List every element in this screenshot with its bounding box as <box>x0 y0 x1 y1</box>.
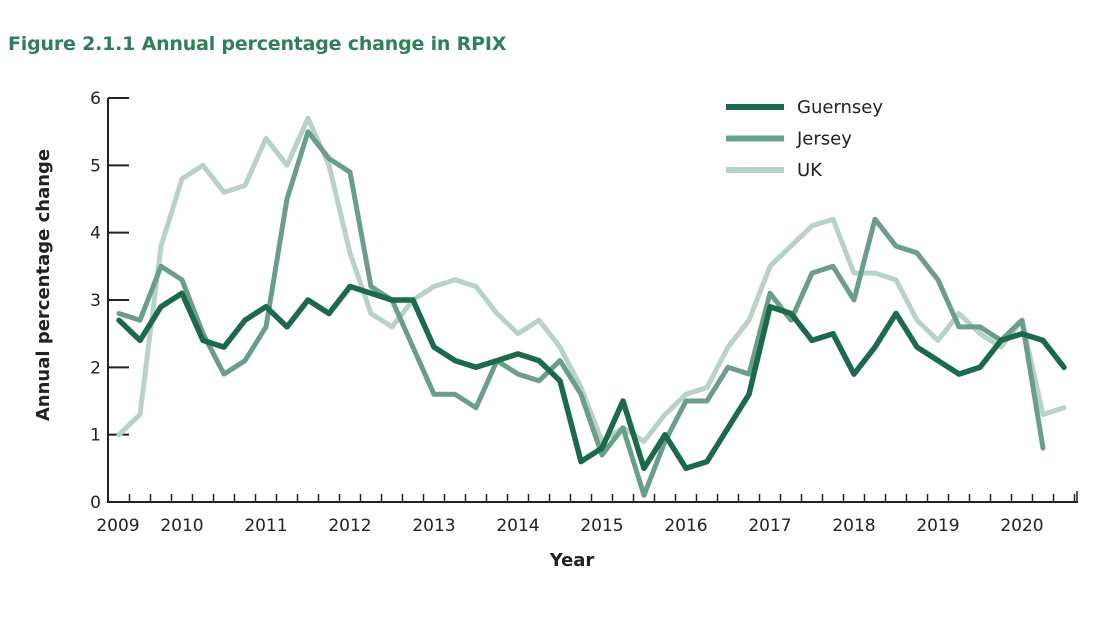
series-lines <box>116 115 1067 498</box>
x-tick-label: 2015 <box>580 516 623 536</box>
chart-title: Figure 2.1.1 Annual percentage change in… <box>8 33 507 55</box>
series-line-guernsey <box>116 283 1067 472</box>
y-tick-label: 2 <box>90 358 101 378</box>
legend-label-jersey: Jersey <box>796 129 852 150</box>
axes: 0 1 2 3 4 5 6 2009 2010 2011 2012 2013 2014 2015 2016 2… <box>90 89 1078 536</box>
y-tick-label: 0 <box>90 493 101 513</box>
x-tick-label: 2011 <box>244 516 287 536</box>
x-tick-label: 2012 <box>328 516 371 536</box>
x-tick-label: 2017 <box>748 516 791 536</box>
x-tick-label: 2009 <box>96 516 139 536</box>
x-tick-label: 2018 <box>832 516 875 536</box>
y-tick-label: 1 <box>90 426 101 446</box>
legend: Guernsey Jersey UK <box>726 97 883 181</box>
x-tick-label: 2016 <box>664 516 707 536</box>
y-tick-label: 5 <box>90 156 101 176</box>
y-tick-label: 6 <box>90 89 101 109</box>
series-line-uk <box>116 115 1067 444</box>
legend-label-uk: UK <box>797 160 823 181</box>
legend-label-guernsey: Guernsey <box>797 97 883 118</box>
x-tick-label: 2019 <box>916 516 959 536</box>
y-axis-title: Annual percentage change <box>33 149 54 421</box>
x-tick-label: 2020 <box>1000 516 1043 536</box>
x-tick-label: 2010 <box>160 516 203 536</box>
x-tick-label: 2013 <box>412 516 455 536</box>
x-tick-label: 2014 <box>496 516 539 536</box>
x-axis-title: Year <box>549 550 595 571</box>
y-tick-label: 4 <box>90 224 101 244</box>
y-tick-label: 3 <box>90 291 101 311</box>
